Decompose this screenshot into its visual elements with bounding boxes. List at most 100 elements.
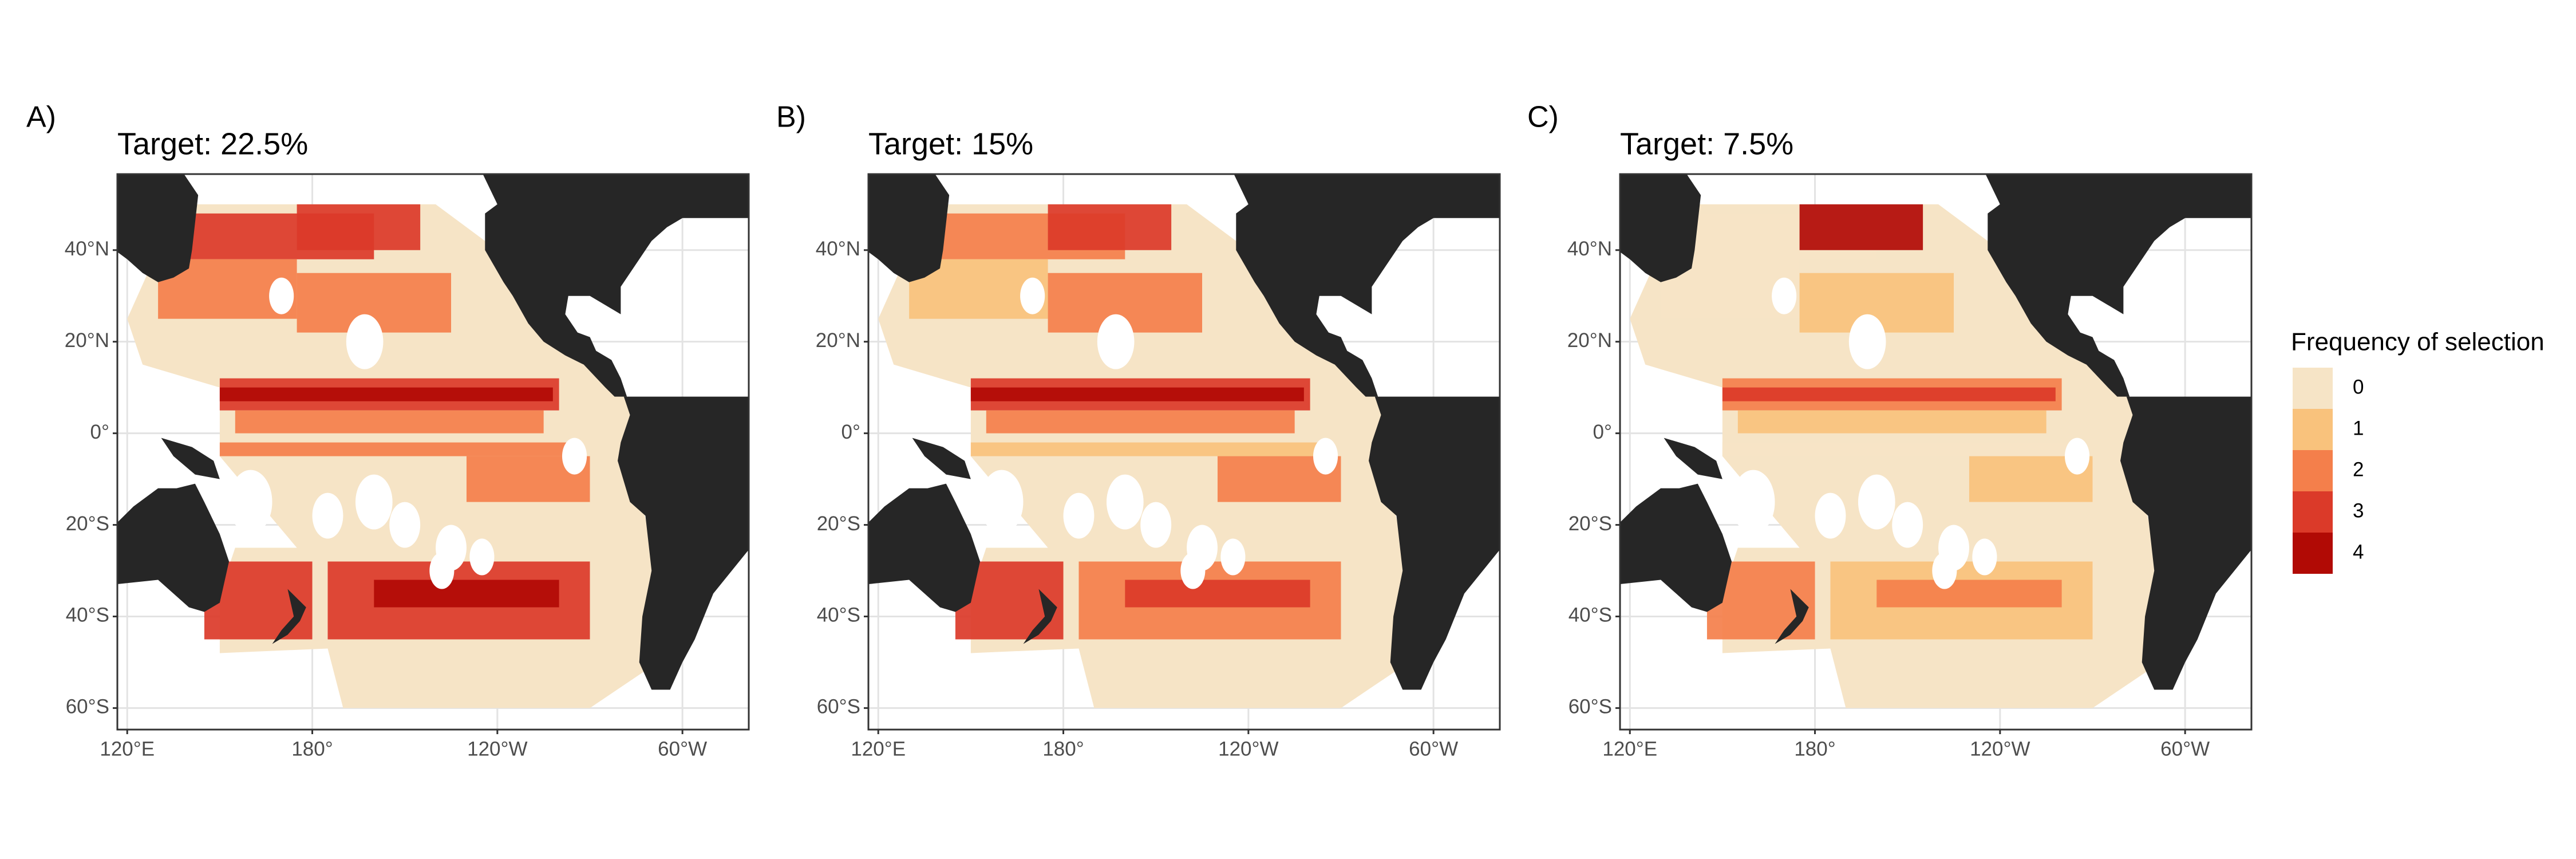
selection-region [1722,442,2077,456]
eez-hole [1180,552,1206,589]
eez-hole [1892,502,1923,548]
y-tick-label: 60°S [66,696,109,718]
y-tick-label: 20°S [817,513,860,535]
panel-border [116,173,750,731]
land [272,589,306,644]
y-tick-label: 20°N [816,329,860,352]
y-tick-label: 40°N [1567,238,1612,260]
land [2120,396,2251,690]
eez-hole [1313,438,1338,475]
eez-hole [1097,314,1135,369]
eez-hole [355,474,393,530]
selection-region [986,410,1295,434]
selection-region [1048,204,1172,250]
eez-hole [389,502,421,548]
eez-hole [980,470,1024,534]
eez-hole [346,314,384,369]
map-panel: C) Target: 7.5% 40°N 20°N 0° 20°S 40°S 60°S 120°… [1527,101,2253,760]
eez-hole [1140,502,1172,548]
land [161,438,220,479]
land [1368,396,1500,690]
legend-label: 4 [2353,541,2364,563]
y-tick-label: 40°N [65,238,109,260]
panel-title: Target: 22.5% [117,127,308,161]
legend-key [2293,368,2333,409]
map-area [868,174,1500,730]
y-tick-label: 20°N [1567,329,1612,352]
legend-label: 2 [2353,458,2364,480]
map-area [117,174,749,730]
eez-hole [2065,438,2090,475]
eez-hole [1020,277,1045,314]
eez-hole [1106,474,1144,530]
land [1023,589,1057,644]
land [1620,483,1732,612]
eez-hole [1772,277,1797,314]
legend: Frequency of selection 0 1 2 3 4 [2291,328,2545,574]
eez-hole [1220,538,1246,576]
land [617,396,749,690]
eez-hole [1972,538,1997,576]
eez-hole [562,438,587,475]
land [117,174,199,282]
legend-key [2293,409,2333,450]
eez-hole [1858,474,1895,530]
x-tick-label: 60°W [658,738,707,760]
selection-region [1876,580,2062,608]
selection-region [235,410,544,434]
x-tick-label: 180° [1042,738,1084,760]
map-panel: B) Target: 15% 40°N 20°N 0° 20°S 40°S 60°S 120°E… [776,101,1501,760]
legend-key [2293,450,2333,491]
eez-hole [1932,552,1957,589]
x-tick-label: 120°W [1218,738,1278,760]
legend-label: 1 [2353,417,2364,439]
land [483,174,749,397]
legend-key [2293,533,2333,574]
x-tick-label: 120°E [851,738,906,760]
land [1620,174,1701,282]
y-tick-label: 40°S [1568,604,1612,626]
selection-region [297,204,421,250]
land [868,483,981,612]
panel-border [1619,173,2253,731]
y-tick-label: 20°S [66,513,109,535]
y-tick-label: 0° [90,421,109,443]
y-tick-label: 60°S [1568,696,1612,718]
x-tick-label: 180° [1794,738,1835,760]
eez-hole [429,552,455,589]
selection-region [219,387,553,401]
x-tick-label: 60°W [2160,738,2210,760]
legend-label: 3 [2353,499,2364,522]
selection-region [1125,580,1310,608]
panel-tag: B) [776,101,806,134]
land [868,174,950,282]
land [1775,589,1809,644]
land [912,438,971,479]
eez-hole [1815,492,1846,539]
x-tick-label: 120°E [1602,738,1657,760]
selection-region [1722,387,2056,401]
legend-key [2293,491,2333,533]
y-tick-label: 20°N [65,329,109,352]
selection-region [970,387,1304,401]
x-tick-label: 60°W [1409,738,1458,760]
y-tick-label: 40°S [817,604,860,626]
panel-border [867,173,1501,731]
y-tick-label: 20°S [1568,513,1612,535]
panel-tag: A) [26,101,56,134]
x-tick-label: 120°W [1970,738,2030,760]
selection-region [970,442,1326,456]
eez-hole [469,538,495,576]
eez-hole [1063,492,1095,539]
legend-label: 0 [2353,376,2364,398]
y-tick-label: 0° [841,421,860,443]
y-tick-label: 60°S [817,696,860,718]
x-tick-label: 120°E [100,738,155,760]
eez-hole [1848,314,1886,369]
land [1234,174,1500,397]
eez-hole [1732,470,1775,534]
x-tick-label: 120°W [467,738,527,760]
map-panel: A) Target: 22.5% 40°N 20°N 0° 20°S 40°S 60°S 120… [26,101,750,760]
eez-hole [229,470,272,534]
